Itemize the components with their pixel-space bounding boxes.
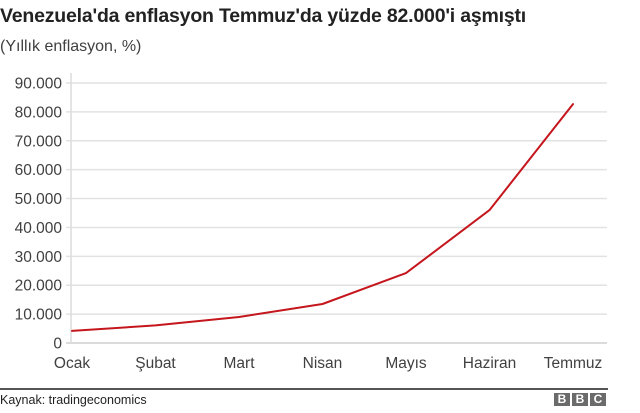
x-tick-label: Haziran bbox=[463, 355, 516, 372]
inflation-line bbox=[71, 103, 574, 332]
bbc-logo: B B C bbox=[554, 393, 606, 406]
x-tick-label: Ocak bbox=[54, 355, 90, 372]
x-tick-label: Temmuz bbox=[544, 355, 603, 372]
y-tick-label: 50.000 bbox=[15, 191, 63, 208]
y-tick-label: 60.000 bbox=[15, 162, 63, 179]
bbc-logo-letter: B bbox=[554, 393, 570, 406]
x-tick-label: Şubat bbox=[135, 355, 176, 372]
x-tick-label: Mayıs bbox=[385, 355, 427, 372]
x-axis: Ocak Şubat Mart Nisan Mayıs Haziran Temmuz bbox=[54, 355, 602, 372]
bbc-logo-letter: B bbox=[572, 393, 588, 406]
footer-divider bbox=[0, 388, 608, 390]
x-tick-label: Nisan bbox=[303, 355, 343, 372]
y-tick-label: 90.000 bbox=[15, 76, 63, 93]
y-axis: 0 10.000 20.000 30.000 40.000 50.000 60.000 70.… bbox=[15, 73, 72, 353]
y-tick-label: 0 bbox=[53, 336, 62, 353]
bbc-logo-letter: C bbox=[590, 393, 606, 406]
y-tick-label: 10.000 bbox=[15, 307, 63, 324]
source-note: Kaynak: tradingeconomics bbox=[0, 393, 147, 407]
x-tick-label: Mart bbox=[224, 355, 256, 372]
gridlines bbox=[66, 82, 607, 344]
y-tick-label: 70.000 bbox=[15, 133, 63, 150]
y-tick-label: 30.000 bbox=[15, 249, 63, 266]
y-tick-label: 80.000 bbox=[15, 104, 63, 121]
y-tick-label: 20.000 bbox=[15, 278, 63, 295]
chart-title: Venezuela'da enflasyon Temmuz'da yüzde 8… bbox=[0, 5, 527, 27]
y-tick-label: 40.000 bbox=[15, 220, 63, 237]
chart-subtitle: (Yıllık enflasyon, %) bbox=[0, 38, 142, 55]
line-chart: 0 10.000 20.000 30.000 40.000 50.000 60.000 70.… bbox=[15, 73, 607, 372]
